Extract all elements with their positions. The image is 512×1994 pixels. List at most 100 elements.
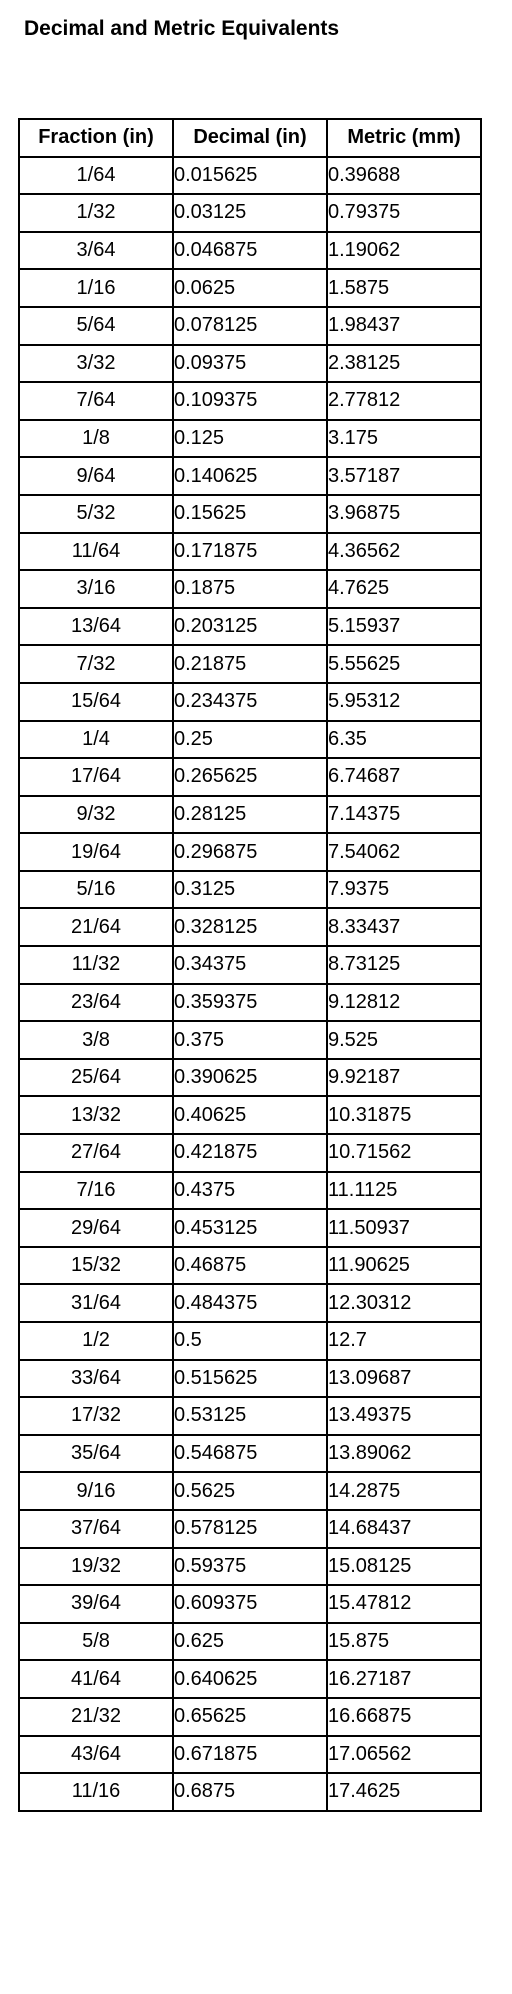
fraction-cell: 23/64 <box>18 982 174 1023</box>
table-row: 3/8 0.375 9.525 <box>18 1020 482 1060</box>
decimal-cell: 0.3125 <box>172 869 328 910</box>
decimal-cell: 0.25 <box>172 719 328 760</box>
metric-cell: 14.2875 <box>326 1471 482 1511</box>
fraction-cell: 21/32 <box>18 1696 174 1737</box>
fraction-cell: 31/64 <box>18 1283 174 1323</box>
table-row: 11/16 0.6875 17.4625 <box>18 1772 482 1812</box>
fraction-cell: 7/16 <box>18 1170 174 1211</box>
table-row: 5/8 0.625 15.875 <box>18 1621 482 1662</box>
metric-cell: 11.90625 <box>326 1245 482 1286</box>
decimal-cell: 0.546875 <box>172 1433 328 1474</box>
fraction-cell: 13/64 <box>18 606 174 647</box>
decimal-cell: 0.484375 <box>172 1283 328 1323</box>
decimal-cell: 0.28125 <box>172 794 328 835</box>
fraction-cell: 21/64 <box>18 907 174 948</box>
table-row: 7/64 0.109375 2.77812 <box>18 381 482 421</box>
header-fraction: Fraction (in) <box>18 118 174 158</box>
metric-cell: 1.5875 <box>326 268 482 308</box>
metric-cell: 12.7 <box>326 1321 482 1361</box>
metric-cell: 3.175 <box>326 418 482 459</box>
fraction-cell: 43/64 <box>18 1734 174 1775</box>
metric-cell: 2.77812 <box>326 381 482 421</box>
fraction-cell: 5/8 <box>18 1621 174 1662</box>
metric-cell: 4.7625 <box>326 569 482 609</box>
fraction-cell: 39/64 <box>18 1584 174 1624</box>
table-row: 41/64 0.640625 16.27187 <box>18 1659 482 1699</box>
metric-cell: 9.12812 <box>326 982 482 1023</box>
fraction-cell: 1/32 <box>18 193 174 233</box>
table-row: 43/64 0.671875 17.06562 <box>18 1734 482 1775</box>
table-row: 17/64 0.265625 6.74687 <box>18 757 482 797</box>
decimal-cell: 0.015625 <box>172 155 328 196</box>
fraction-cell: 19/32 <box>18 1546 174 1587</box>
metric-cell: 4.36562 <box>326 531 482 572</box>
decimal-cell: 0.5 <box>172 1321 328 1361</box>
fraction-cell: 11/64 <box>18 531 174 572</box>
table-row: 33/64 0.515625 13.09687 <box>18 1358 482 1399</box>
decimal-cell: 0.375 <box>172 1020 328 1060</box>
metric-cell: 17.06562 <box>326 1734 482 1775</box>
metric-cell: 16.27187 <box>326 1659 482 1699</box>
metric-cell: 0.79375 <box>326 193 482 233</box>
metric-cell: 5.55625 <box>326 644 482 684</box>
fraction-cell: 5/16 <box>18 869 174 910</box>
decimal-cell: 0.40625 <box>172 1095 328 1136</box>
header-decimal: Decimal (in) <box>172 118 328 158</box>
decimal-cell: 0.203125 <box>172 606 328 647</box>
metric-cell: 3.96875 <box>326 493 482 534</box>
decimal-cell: 0.515625 <box>172 1358 328 1399</box>
metric-cell: 3.57187 <box>326 456 482 496</box>
decimal-cell: 0.125 <box>172 418 328 459</box>
table-row: 5/64 0.078125 1.98437 <box>18 305 482 346</box>
fraction-cell: 19/64 <box>18 832 174 872</box>
fraction-cell: 29/64 <box>18 1208 174 1248</box>
equivalents-table: Fraction (in) Decimal (in) Metric (mm) 1… <box>18 118 482 1812</box>
fraction-cell: 17/32 <box>18 1396 174 1436</box>
table-row: 7/32 0.21875 5.55625 <box>18 644 482 684</box>
table-row: 37/64 0.578125 14.68437 <box>18 1508 482 1549</box>
metric-cell: 10.31875 <box>326 1095 482 1136</box>
decimal-cell: 0.671875 <box>172 1734 328 1775</box>
table-row: 1/64 0.015625 0.39688 <box>18 155 482 196</box>
fraction-cell: 5/32 <box>18 493 174 534</box>
metric-cell: 6.35 <box>326 719 482 760</box>
fraction-cell: 41/64 <box>18 1659 174 1699</box>
metric-cell: 5.15937 <box>326 606 482 647</box>
table-row: 21/32 0.65625 16.66875 <box>18 1696 482 1737</box>
fraction-cell: 9/64 <box>18 456 174 496</box>
metric-cell: 7.9375 <box>326 869 482 910</box>
metric-cell: 11.50937 <box>326 1208 482 1248</box>
fraction-cell: 9/16 <box>18 1471 174 1511</box>
metric-cell: 10.71562 <box>326 1133 482 1173</box>
metric-cell: 13.09687 <box>326 1358 482 1399</box>
fraction-cell: 11/32 <box>18 945 174 985</box>
metric-cell: 7.14375 <box>326 794 482 835</box>
decimal-cell: 0.609375 <box>172 1584 328 1624</box>
decimal-cell: 0.140625 <box>172 456 328 496</box>
decimal-cell: 0.1875 <box>172 569 328 609</box>
metric-cell: 16.66875 <box>326 1696 482 1737</box>
decimal-cell: 0.109375 <box>172 381 328 421</box>
decimal-cell: 0.4375 <box>172 1170 328 1211</box>
metric-cell: 13.49375 <box>326 1396 482 1436</box>
decimal-cell: 0.640625 <box>172 1659 328 1699</box>
fraction-cell: 27/64 <box>18 1133 174 1173</box>
table-row: 19/32 0.59375 15.08125 <box>18 1546 482 1587</box>
decimal-cell: 0.046875 <box>172 230 328 271</box>
table-row: 11/64 0.171875 4.36562 <box>18 531 482 572</box>
decimal-cell: 0.6875 <box>172 1772 328 1812</box>
metric-cell: 13.89062 <box>326 1433 482 1474</box>
table-row: 35/64 0.546875 13.89062 <box>18 1433 482 1474</box>
decimal-cell: 0.296875 <box>172 832 328 872</box>
table-row: 1/4 0.25 6.35 <box>18 719 482 760</box>
fraction-cell: 25/64 <box>18 1057 174 1098</box>
fraction-cell: 1/64 <box>18 155 174 196</box>
decimal-cell: 0.46875 <box>172 1245 328 1286</box>
table-row: 17/32 0.53125 13.49375 <box>18 1396 482 1436</box>
table-row: 3/32 0.09375 2.38125 <box>18 343 482 384</box>
decimal-cell: 0.265625 <box>172 757 328 797</box>
fraction-cell: 13/32 <box>18 1095 174 1136</box>
fraction-cell: 5/64 <box>18 305 174 346</box>
metric-cell: 6.74687 <box>326 757 482 797</box>
table-row: 29/64 0.453125 11.50937 <box>18 1208 482 1248</box>
